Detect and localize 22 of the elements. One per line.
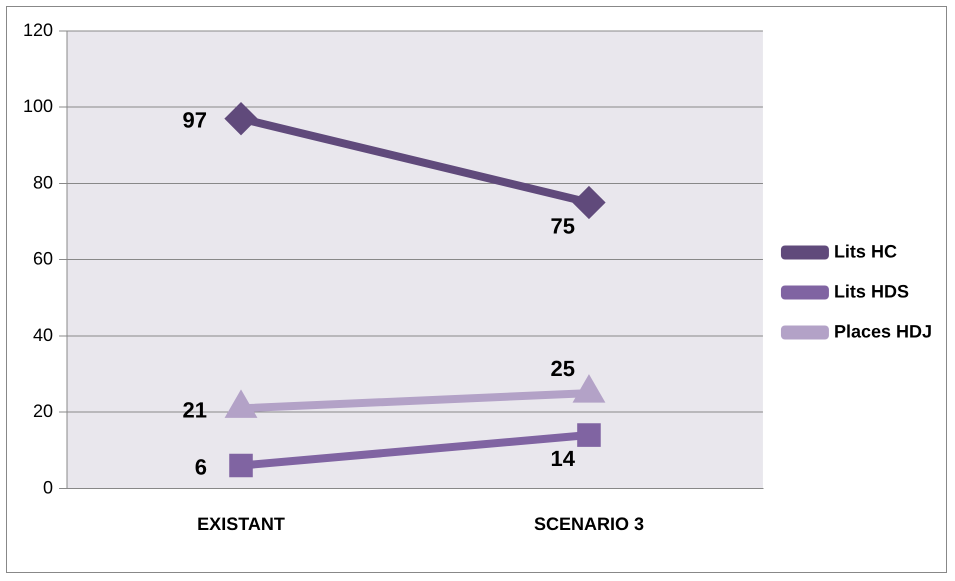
y-tick-label: 0 [43,477,54,498]
y-tick-label: 80 [33,172,54,192]
data-label: 6 [194,454,208,480]
legend-label: Places HDJ [834,321,932,342]
x-tick-label: SCENARIO 3 [534,514,644,534]
y-tick-label: 20 [33,401,54,422]
data-label: 14 [550,446,576,472]
legend-label: Lits HC [834,241,897,262]
point [229,454,253,478]
data-label: 97 [182,108,208,133]
data-label: 21 [182,397,208,422]
data-label: 75 [550,214,575,239]
point [574,188,604,218]
legend-label: Lits HDS [834,281,909,302]
y-tick-label: 40 [33,324,54,345]
x-tick-label: EXISTANT [197,514,285,534]
y-tick-label: 100 [22,96,54,116]
y-tick-label: 60 [33,248,54,269]
point [577,423,601,447]
point [226,104,256,134]
y-tick-label: 120 [22,20,54,40]
data-label: 25 [550,356,575,382]
